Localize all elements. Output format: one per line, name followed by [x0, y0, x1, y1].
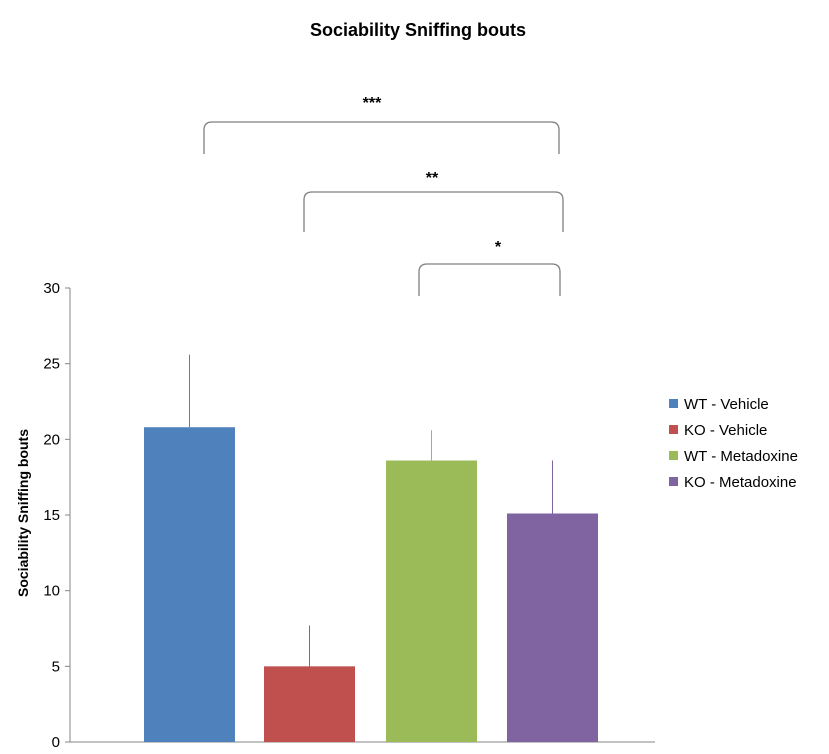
bar-3	[507, 513, 598, 742]
bar-2	[386, 460, 477, 742]
bar-0	[144, 427, 235, 742]
significance-label-2: *	[495, 239, 502, 256]
legend-label-0: WT - Vehicle	[684, 396, 769, 413]
legend-swatch-0	[669, 399, 678, 408]
chart-title: Sociability Sniffing bouts	[310, 20, 526, 40]
significance-label-1: **	[426, 170, 439, 187]
significance-label-0: ***	[363, 95, 382, 112]
significance-bracket-0	[203, 121, 560, 154]
y-tick-label: 30	[43, 280, 60, 297]
y-tick-label: 25	[43, 356, 60, 373]
significance-bracket-1	[303, 191, 564, 232]
y-tick-label: 5	[52, 658, 60, 675]
legend-swatch-1	[669, 425, 678, 434]
significance-brackets: ******	[203, 95, 564, 296]
y-tick-label: 10	[43, 583, 60, 600]
bars	[144, 427, 598, 742]
bar-1	[264, 666, 355, 742]
legend-label-1: KO - Vehicle	[684, 422, 767, 439]
y-tick-label: 20	[43, 431, 60, 448]
error-bars	[189, 354, 553, 667]
legend-swatch-3	[669, 477, 678, 486]
legend-label-3: KO - Metadoxine	[684, 474, 797, 491]
legend-label-2: WT - Metadoxine	[684, 448, 798, 465]
y-axis-label: Sociability Sniffing bouts	[15, 429, 31, 597]
y-tick-label: 15	[43, 507, 60, 524]
significance-bracket-2	[418, 263, 561, 296]
legend: WT - Vehicle KO - Vehicle WT - Metadoxine K…	[669, 396, 798, 491]
y-tick-label: 0	[52, 734, 60, 749]
legend-swatch-2	[669, 451, 678, 460]
